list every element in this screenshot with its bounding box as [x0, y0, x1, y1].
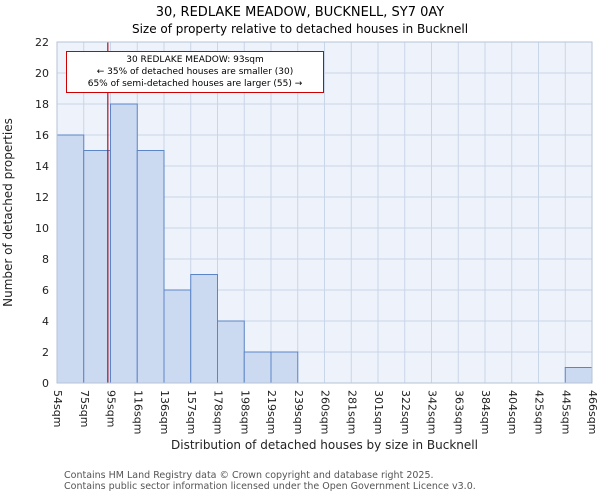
histogram-bar: [110, 103, 138, 384]
footer-line-licence: Contains public sector information licen…: [64, 481, 476, 492]
histogram-bar: [83, 150, 111, 384]
x-tick-label: 54sqm: [51, 390, 64, 427]
x-tick-label: 95sqm: [105, 390, 118, 427]
annotation-line-smaller: ← 35% of detached houses are smaller (30…: [96, 67, 294, 77]
x-tick-label: 301sqm: [372, 390, 385, 434]
chart-title: 30, REDLAKE MEADOW, BUCKNELL, SY7 0AY: [155, 5, 445, 20]
x-tick-label: 281sqm: [345, 390, 358, 434]
y-tick-label: 2: [42, 346, 49, 359]
y-tick-label: 4: [42, 315, 49, 328]
x-tick-label: 466sqm: [586, 390, 599, 434]
annotation-line-property: 30 REDLAKE MEADOW: 93sqm: [126, 55, 264, 65]
plot-border: [56, 41, 593, 384]
x-tick-label: 239sqm: [292, 390, 305, 434]
y-tick-label: 16: [35, 129, 49, 142]
histogram-bar: [243, 351, 272, 384]
x-axis-label: Distribution of detached houses by size …: [171, 438, 478, 452]
y-tick-label: 18: [35, 98, 49, 111]
histogram-bar: [163, 289, 192, 384]
footer: Contains HM Land Registry data © Crown c…: [64, 470, 600, 492]
histogram-bar: [190, 274, 218, 384]
annotation-box: 30 REDLAKE MEADOW: 93sqm ← 35% of detach…: [66, 51, 324, 93]
histogram-bar: [564, 367, 593, 384]
histogram-bar: [270, 351, 299, 384]
x-tick-label: 260sqm: [319, 390, 332, 434]
x-tick-label: 178sqm: [212, 390, 225, 434]
x-tick-label: 425sqm: [533, 390, 546, 434]
y-tick-label: 20: [35, 67, 49, 80]
x-tick-label: 384sqm: [479, 390, 492, 434]
x-tick-label: 219sqm: [265, 390, 278, 434]
y-tick-label: 14: [35, 160, 49, 173]
x-tick-label: 342sqm: [426, 390, 439, 434]
annotation-line-larger: 65% of semi-detached houses are larger (…: [87, 79, 303, 89]
y-tick-label: 12: [35, 191, 49, 204]
x-tick-label: 363sqm: [452, 390, 465, 434]
footer-line-attribution: Contains HM Land Registry data © Crown c…: [64, 470, 434, 481]
y-tick-label: 22: [35, 36, 49, 49]
x-tick-label: 157sqm: [185, 390, 198, 434]
x-tick-label: 445sqm: [559, 390, 572, 434]
histogram-bar: [217, 320, 245, 384]
histogram-bar: [56, 134, 85, 384]
y-tick-label: 10: [35, 222, 49, 235]
chart-subtitle: Size of property relative to detached ho…: [131, 22, 469, 36]
x-tick-label: 75sqm: [78, 390, 91, 427]
x-tick-label: 116sqm: [131, 390, 144, 434]
histogram-bar: [136, 150, 165, 384]
y-tick-label: 0: [42, 377, 49, 390]
x-tick-label: 136sqm: [158, 390, 171, 434]
y-tick-label: 8: [42, 253, 49, 266]
x-tick-label: 404sqm: [506, 390, 519, 434]
x-tick-label: 198sqm: [238, 390, 251, 434]
x-tick-label: 322sqm: [399, 390, 412, 434]
y-tick-label: 6: [42, 284, 49, 297]
